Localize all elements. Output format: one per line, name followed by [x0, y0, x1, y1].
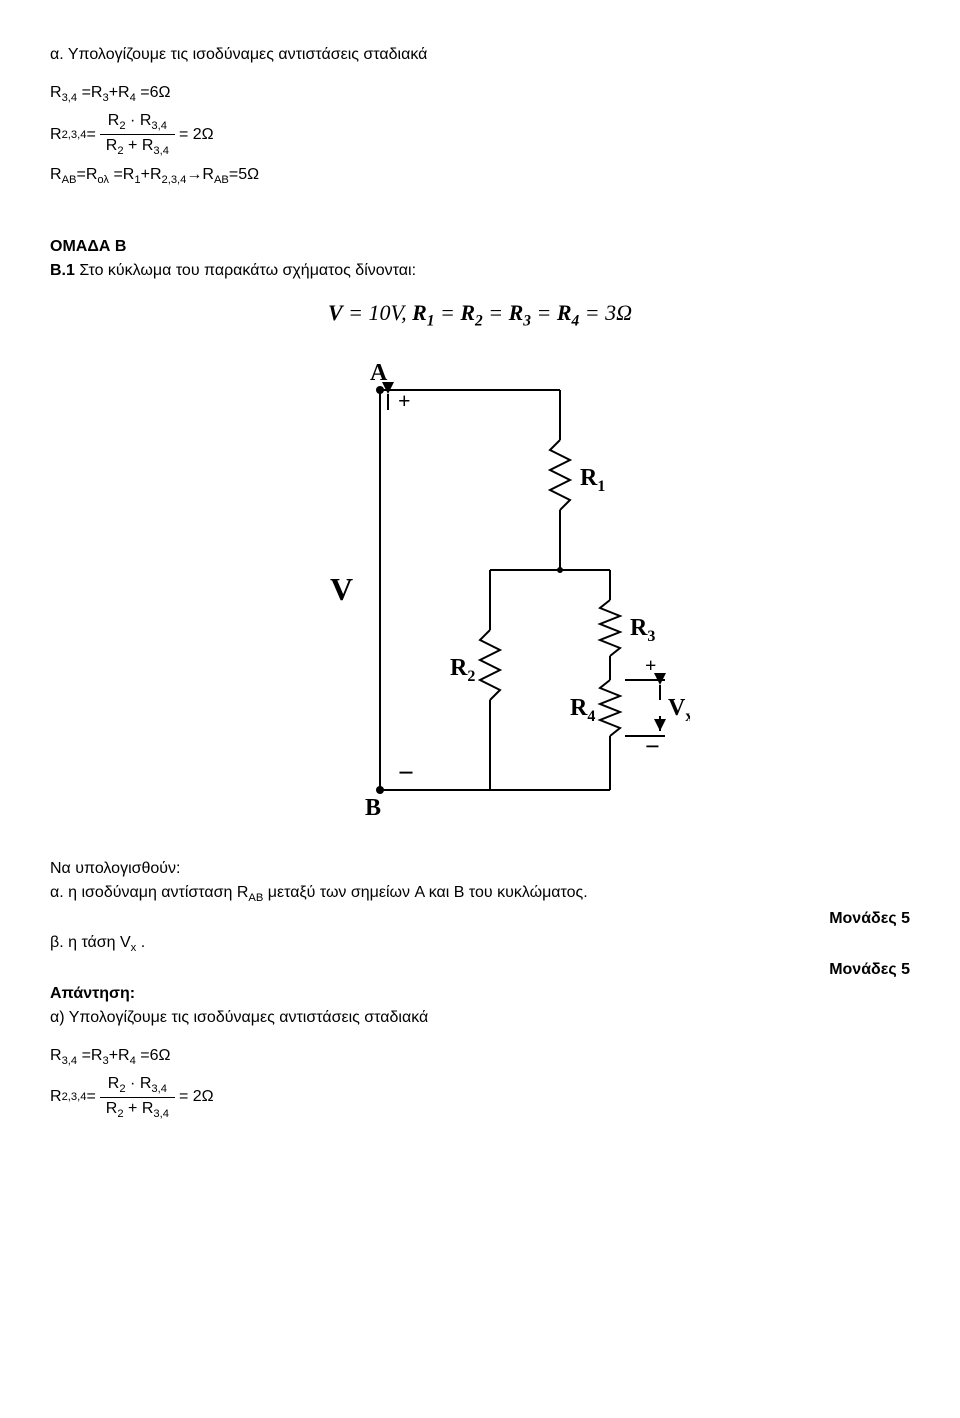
eq2-num-dot: · R — [126, 112, 152, 129]
gv-v: V — [328, 300, 343, 325]
given-values: V = 10V, R1 = R2 = R3 = R4 = 3Ω — [50, 300, 910, 330]
aeq2-eq: = — [86, 1088, 95, 1106]
gv-r2: R — [460, 300, 475, 325]
eq3-c: =R — [109, 166, 134, 183]
eq1-r: R — [50, 84, 62, 101]
gv-r3s: 3 — [523, 312, 531, 329]
ans-eq-r34: R3,4 =R3+R4 =6Ω — [50, 1047, 910, 1067]
b1-label: Β.1 — [50, 262, 75, 279]
eq3-a-sub: ΑΒ — [62, 174, 77, 186]
label-r3: R3 — [630, 615, 655, 645]
marks-a: Μονάδες 5 — [50, 910, 910, 928]
eq3-d: +R — [141, 166, 162, 183]
aeq2-den-plus: + R — [124, 1100, 154, 1117]
qa-end: μεταξύ των σημείων A και Β του κυκλώματο… — [263, 884, 587, 901]
eq1-end: =6Ω — [136, 84, 171, 101]
gv-r1: R — [412, 300, 427, 325]
eq-rab: RΑΒ=Rολ =R1+R2,3,4→RΑΒ=5Ω — [50, 166, 910, 186]
marks-b: Μονάδες 5 — [50, 961, 910, 979]
qb-text: β. η τάση V — [50, 934, 131, 951]
eq2-eq: = — [86, 126, 95, 144]
gv-r2s: 2 — [475, 312, 483, 329]
eq2-rhs: = 2Ω — [179, 126, 214, 144]
circuit-diagram: A B + − V R1 R2 R3 R4 + − Vx — [50, 350, 910, 830]
gv-r3: R — [509, 300, 524, 325]
ans-eq-r234: R2,3,4 = R2 · R3,4 R2 + R3,4 = 2Ω — [50, 1075, 910, 1120]
aeq2-lhs-sub: 2,3,4 — [62, 1091, 87, 1103]
gv-eq3: = — [537, 300, 557, 325]
eq2-den-a: R — [106, 137, 118, 154]
gv-eq2: = — [488, 300, 508, 325]
aeq2-frac: R2 · R3,4 R2 + R3,4 — [100, 1075, 175, 1120]
eq2-num-a: R — [108, 112, 120, 129]
question-b: β. η τάση Vx . — [50, 934, 910, 954]
b1-text: Στο κύκλωμα του παρακάτω σχήματος δίνοντ… — [75, 262, 416, 279]
question-a: α. η ισοδύναμη αντίσταση RΑΒ μεταξύ των … — [50, 884, 910, 904]
eq-r34: R3,4 =R3+R4 =6Ω — [50, 84, 910, 104]
eq1-sub1: 3,4 — [62, 92, 78, 104]
label-r2: R2 — [450, 655, 475, 685]
eq3-e-sub: ΑΒ — [214, 174, 229, 186]
label-vx: Vx — [668, 695, 690, 725]
circuit-svg: A B + − V R1 R2 R3 R4 + − Vx — [270, 350, 690, 830]
b1-line: Β.1 Στο κύκλωμα του παρακάτω σχήματος δί… — [50, 262, 910, 280]
eq3-f: =5Ω — [229, 166, 259, 183]
eq3-a: R — [50, 166, 62, 183]
eq2-den-plus: + R — [124, 137, 154, 154]
eq3-d-sub: 2,3,4 — [162, 174, 187, 186]
label-r4: R4 — [570, 695, 595, 725]
eq2-lhs: R — [50, 126, 62, 144]
answer-label: Απάντηση: — [50, 985, 910, 1003]
eq2-lhs-sub: 2,3,4 — [62, 129, 87, 141]
gv-eq1: = — [440, 300, 460, 325]
eq-r234: R2,3,4 = R2 · R3,4 R2 + R3,4 = 2Ω — [50, 112, 910, 157]
gv-r4s: 4 — [572, 312, 580, 329]
gv-r4: R — [557, 300, 572, 325]
label-a: A — [370, 360, 388, 386]
node-b — [376, 786, 384, 794]
label-minus-b: − — [398, 758, 414, 789]
aeq1-sub1: 3,4 — [62, 1055, 78, 1067]
aeq2-den-a: R — [106, 1100, 118, 1117]
eq1-mid2: +R — [109, 84, 130, 101]
eq3-b: =R — [77, 166, 98, 183]
label-plus-vx: + — [645, 655, 656, 677]
answer-a: α) Υπολογίζουμε τις ισοδύναμες αντιστάσε… — [50, 1009, 910, 1027]
aeq2-num-dot: · R — [126, 1075, 152, 1092]
qb-end: . — [136, 934, 145, 951]
gv-val: = 3Ω — [585, 300, 632, 325]
calc-label: Να υπολογισθούν: — [50, 860, 910, 878]
eq2-frac: R2 · R3,4 R2 + R3,4 — [100, 112, 175, 157]
aeq2-den-b-sub: 3,4 — [153, 1108, 169, 1120]
label-r1: R1 — [580, 465, 605, 495]
eq1-mid: =R — [77, 84, 102, 101]
eq3-b-sub: ολ — [97, 174, 109, 186]
eq2-num-b-sub: 3,4 — [151, 120, 167, 132]
group-b-title: ΟΜΑΔΑ Β — [50, 238, 910, 256]
node-junction-top — [557, 567, 563, 573]
eq2-den-b-sub: 3,4 — [153, 146, 169, 158]
label-plus-a: + — [398, 388, 411, 413]
gv-vv: = 10V, — [348, 300, 412, 325]
label-b: B — [365, 795, 381, 821]
aeq1-mid2: +R — [109, 1047, 130, 1064]
gv-r1s: 1 — [427, 312, 435, 329]
aeq2-rhs: = 2Ω — [179, 1088, 214, 1106]
label-v: V — [330, 571, 353, 607]
aeq1-mid: =R — [77, 1047, 102, 1064]
aeq1-end: =6Ω — [136, 1047, 171, 1064]
eq3-e: →R — [186, 166, 214, 183]
aeq2-lhs: R — [50, 1088, 62, 1106]
alpha-intro: α. Υπολογίζουμε τις ισοδύναμες αντιστάσε… — [50, 46, 910, 64]
aeq2-num-b-sub: 3,4 — [151, 1083, 167, 1095]
label-minus-vx: − — [645, 732, 660, 761]
qa-sub: ΑΒ — [248, 892, 263, 904]
node-a — [376, 386, 384, 394]
aeq2-num-a: R — [108, 1075, 120, 1092]
aeq1-r: R — [50, 1047, 62, 1064]
qa-text: α. η ισοδύναμη αντίσταση R — [50, 884, 248, 901]
